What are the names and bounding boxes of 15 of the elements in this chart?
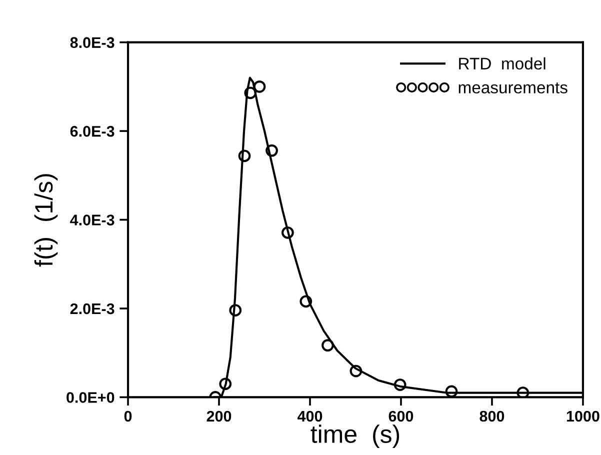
x-tick-label: 600 (388, 410, 414, 422)
y-tick-label: 2.0E-3 (70, 303, 114, 314)
x-tick-label: 1000 (566, 410, 600, 422)
y-axis-title: f(t) (1/s) (34, 174, 58, 267)
x-tick-label: 400 (297, 410, 322, 422)
y-tick-label: 0.0E+0 (66, 392, 114, 403)
x-tick-label: 0 (124, 410, 132, 422)
y-tick-label: 4.0E-3 (70, 214, 114, 226)
y-tick-label: 6.0E-3 (70, 126, 114, 137)
legend-label: RTD model (459, 57, 546, 70)
x-axis-title: time (s) (310, 424, 400, 448)
x-tick-label: 200 (206, 410, 232, 422)
legend-label: measurements (458, 82, 568, 94)
y-tick-label: 8.0E-3 (70, 37, 114, 48)
x-tick-label: 800 (480, 410, 504, 422)
